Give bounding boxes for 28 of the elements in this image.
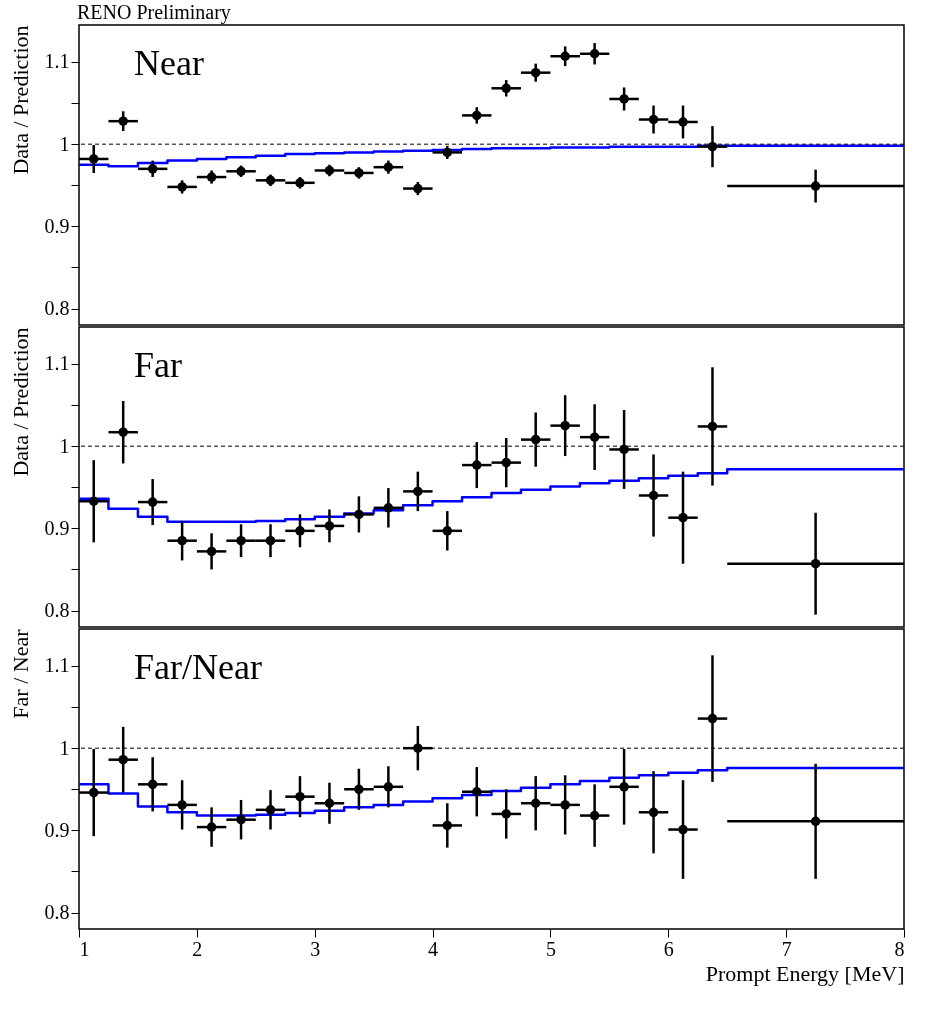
x-tick-label: 1 [79, 937, 90, 960]
y-tick-label: 1 [59, 132, 70, 155]
x-tick-label: 4 [428, 937, 439, 960]
y-tick-label: 1.1 [44, 50, 70, 73]
chart-title: RENO Preliminary [77, 1, 231, 24]
x-tick-label: 7 [781, 937, 792, 960]
y-tick-label: 1.1 [44, 352, 70, 375]
y-tick-label: 1.1 [44, 654, 70, 677]
y-tick-label: 0.8 [44, 297, 70, 320]
y-tick-label: 1 [59, 736, 70, 759]
annotation: Far [134, 345, 182, 385]
x-tick-label: 3 [310, 937, 321, 960]
y-axis-title: Data / Prediction [7, 327, 33, 477]
y-tick-label: 0.9 [44, 818, 70, 841]
x-tick-label: 2 [192, 937, 203, 960]
y-axis-title: Data / Prediction [7, 25, 33, 175]
x-tick-label: 8 [894, 937, 905, 960]
x-tick-label: 6 [663, 937, 674, 960]
y-tick-label: 1 [59, 434, 70, 457]
y-tick-label: 0.8 [44, 901, 70, 924]
y-axis-title: Far / Near [7, 628, 33, 719]
y-tick-label: 0.9 [44, 516, 70, 539]
annotation: Far/Near [134, 647, 262, 687]
x-axis-title: Prompt Energy [MeV] [705, 960, 905, 986]
annotation: Near [134, 43, 204, 83]
x-tick-label: 5 [545, 937, 556, 960]
y-tick-label: 0.9 [44, 214, 70, 237]
y-tick-label: 0.8 [44, 599, 70, 622]
